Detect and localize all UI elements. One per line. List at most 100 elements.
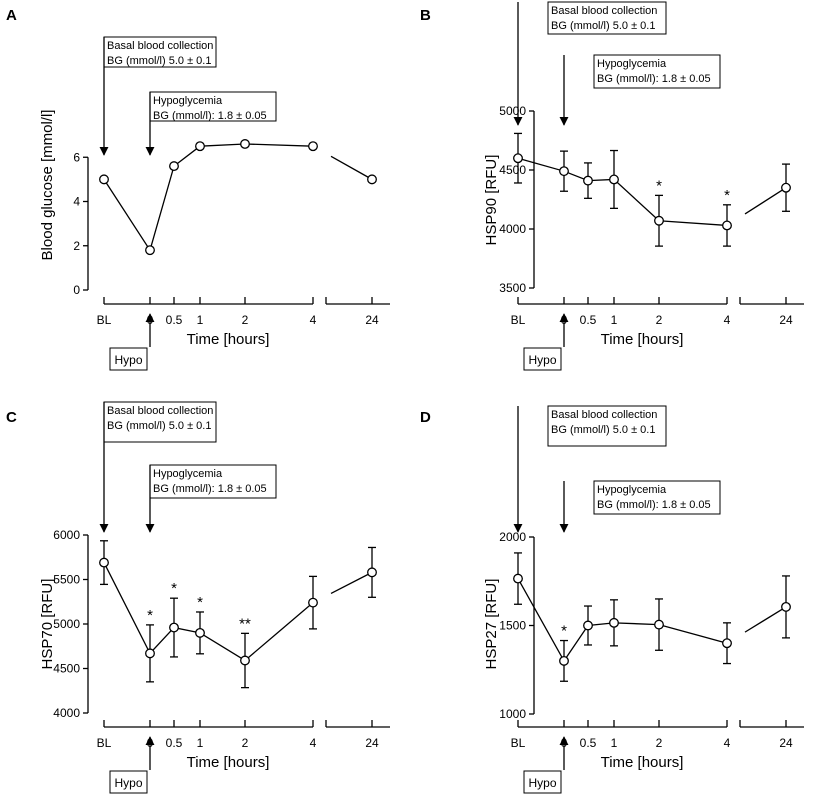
data-point: [240, 655, 250, 666]
x-tick-label: 4: [724, 736, 731, 750]
data-point: [308, 597, 318, 608]
panel-c: C 4000 4500 5000 5500 6000 HSP70 [RFU] BL 0 0.5 1 2…: [0, 401, 414, 803]
basal-annotation-box: [103, 36, 217, 68]
hypo-annotation-title: Hypoglycemia: [153, 468, 223, 480]
hypo-marker-box: [523, 347, 562, 371]
y-tick-label: 5500: [53, 573, 80, 587]
data-point: [781, 601, 791, 612]
series-line: [103, 143, 314, 252]
hypo-annotation-title: Hypoglycemia: [597, 58, 667, 70]
data-point: [559, 166, 569, 177]
hypo-annotation-value: BG (mmol/l): 1.8 ± 0.05: [597, 499, 711, 511]
panel-letter: B: [420, 7, 431, 24]
significance-label: **: [239, 615, 251, 632]
series-line-after-break: [330, 155, 373, 180]
x-tick-label: 24: [779, 736, 793, 750]
hypo-marker-label: Hypo: [114, 353, 142, 367]
basal-annotation-value: BG (mmol/l) 5.0 ± 0.1: [551, 424, 655, 436]
y-tick-label: 1000: [499, 707, 526, 721]
y-tick-label: 3500: [499, 281, 526, 295]
data-point: [654, 215, 664, 226]
data-point: [654, 619, 664, 630]
y-tick-label: 5000: [499, 104, 526, 118]
x-tick-label: BL: [511, 736, 526, 750]
data-point: [145, 245, 155, 256]
basal-annotation-title: Basal blood collection: [107, 40, 213, 52]
hypo-marker-box: [109, 770, 148, 794]
hypo-annotation-title: Hypoglycemia: [153, 95, 223, 107]
x-tick-label: 4: [310, 736, 317, 750]
series-line: [517, 578, 728, 663]
significance-label: *: [656, 177, 662, 194]
y-tick-label: 1500: [499, 619, 526, 633]
data-point: [169, 161, 179, 172]
hypo-annotation-title: Hypoglycemia: [597, 484, 667, 496]
series-line-after-break: [744, 187, 787, 215]
data-point: [240, 139, 250, 149]
x-tick-label: 1: [197, 736, 204, 750]
basal-annotation-box: [547, 405, 667, 447]
significance-label: *: [171, 580, 177, 597]
data-point: [513, 573, 523, 584]
panel-a: A 0 2 4 6 Blood glucose [mmol/l] BL 0 0.5 1 2 4 24 Ti…: [0, 0, 414, 401]
x-tick-label: 24: [365, 736, 379, 750]
y-tick-label: 6: [73, 150, 80, 164]
y-tick-label: 4000: [499, 222, 526, 236]
significance-label: *: [197, 594, 203, 611]
y-tick-label: 5000: [53, 617, 80, 631]
y-tick-label: 2000: [499, 530, 526, 544]
y-tick-label: 4: [73, 195, 80, 209]
x-tick-label: 4: [310, 313, 317, 327]
x-axis-label: Time [hours]: [601, 754, 684, 771]
data-point: [722, 638, 732, 649]
x-tick-label: 0.5: [580, 736, 597, 750]
data-point: [513, 153, 523, 164]
x-axis-label: Time [hours]: [187, 754, 270, 771]
data-point: [308, 141, 318, 152]
hypo-marker-label: Hypo: [528, 353, 556, 367]
x-tick-label: 1: [611, 313, 618, 327]
data-point: [367, 174, 377, 185]
x-tick-label: BL: [97, 313, 112, 327]
hypo-marker-label: Hypo: [528, 776, 556, 790]
series-line: [103, 562, 314, 662]
y-tick-label: 4500: [499, 163, 526, 177]
panel-letter: C: [6, 409, 17, 426]
data-point: [145, 648, 155, 659]
significance-label: *: [561, 623, 567, 640]
panel-b: B 3500 4000 4500 5000 HSP90 [RFU] BL 0 0.5 1 2 4 24 T…: [414, 0, 828, 401]
y-axis-label: HSP27 [RFU]: [483, 579, 500, 670]
data-point: [781, 182, 791, 193]
hypo-annotation-box: [593, 480, 721, 515]
data-point: [583, 620, 593, 631]
x-tick-label: 1: [611, 736, 618, 750]
data-point: [169, 622, 179, 633]
data-point: [609, 617, 619, 628]
data-point: [722, 220, 732, 231]
basal-annotation-value: BG (mmol/l) 5.0 ± 0.1: [107, 55, 211, 67]
x-tick-label: 0.5: [580, 313, 597, 327]
x-axis-label: Time [hours]: [601, 331, 684, 348]
x-tick-label: BL: [97, 736, 112, 750]
data-point: [583, 175, 593, 186]
significance-label: *: [724, 187, 730, 204]
data-point: [99, 174, 109, 185]
hypo-marker-label: Hypo: [114, 776, 142, 790]
hypo-annotation-box: [593, 54, 721, 89]
panel-d: D 1000 1500 2000 HSP27 [RFU] BL 0 0.5 1 2 4 24 Time …: [414, 402, 828, 803]
y-tick-label: 6000: [53, 528, 80, 542]
series-line: [517, 157, 728, 227]
y-tick-label: 4500: [53, 662, 80, 676]
hypo-marker-box: [523, 770, 562, 794]
hypo-annotation-value: BG (mmol/l): 1.8 ± 0.05: [153, 483, 267, 495]
y-axis-label: HSP90 [RFU]: [483, 155, 500, 246]
y-tick-label: 2: [73, 239, 80, 253]
y-tick-label: 4000: [53, 706, 80, 720]
x-tick-label: 0.5: [166, 736, 183, 750]
basal-annotation-box: [547, 1, 667, 35]
basal-annotation-title: Basal blood collection: [107, 405, 213, 417]
data-point: [367, 567, 377, 578]
